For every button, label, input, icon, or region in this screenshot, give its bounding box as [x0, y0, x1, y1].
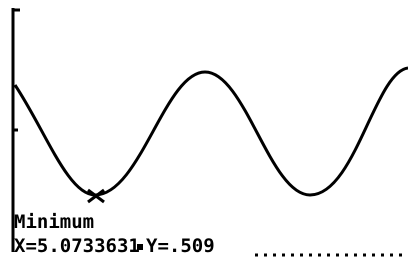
- result-label: Minimum: [14, 211, 94, 233]
- y-readout: Y=.509: [146, 235, 215, 257]
- page: Minimum X=5.0733631 Y=.509 (() => { cons…: [0, 0, 408, 270]
- calculator-screen: Minimum X=5.0733631 Y=.509: [0, 0, 408, 270]
- x-readout: X=5.0733631: [14, 235, 140, 257]
- cursor-marker: [137, 244, 143, 250]
